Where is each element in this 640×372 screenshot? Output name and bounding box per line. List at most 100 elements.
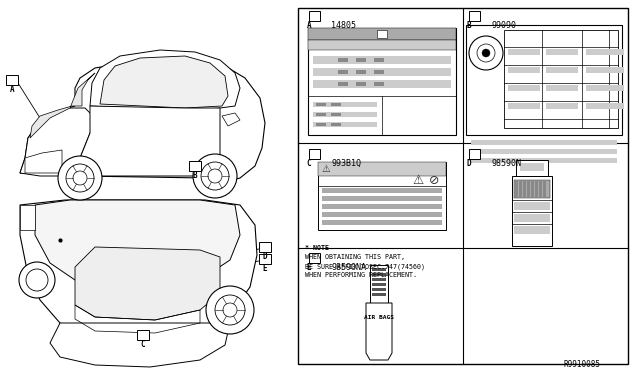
Text: ⚠: ⚠ xyxy=(412,173,424,186)
Bar xyxy=(308,28,456,135)
Bar xyxy=(372,278,386,281)
Bar xyxy=(372,268,386,271)
Bar xyxy=(308,28,456,40)
Bar xyxy=(318,162,446,230)
Text: B: B xyxy=(467,21,471,30)
Text: 14805: 14805 xyxy=(331,21,356,30)
Bar xyxy=(546,103,578,109)
Polygon shape xyxy=(100,56,228,108)
Bar xyxy=(322,188,442,193)
Bar xyxy=(546,67,578,73)
Bar xyxy=(523,180,526,198)
Bar xyxy=(309,253,320,263)
Bar xyxy=(543,180,546,198)
Bar xyxy=(527,180,530,198)
Bar xyxy=(514,202,550,210)
Bar xyxy=(331,123,341,126)
Bar xyxy=(368,330,390,335)
Polygon shape xyxy=(20,205,35,230)
Polygon shape xyxy=(222,113,240,126)
Bar xyxy=(309,149,320,159)
Polygon shape xyxy=(50,323,230,367)
Bar xyxy=(512,176,552,246)
Bar xyxy=(546,85,578,91)
Bar xyxy=(356,58,366,62)
Bar xyxy=(298,8,628,364)
Text: D: D xyxy=(467,159,471,168)
Bar xyxy=(471,140,617,145)
Bar xyxy=(313,102,377,107)
Bar xyxy=(372,288,386,291)
Bar xyxy=(370,265,388,303)
Polygon shape xyxy=(20,61,265,183)
Bar xyxy=(6,75,18,85)
Text: E: E xyxy=(307,263,311,272)
Bar xyxy=(374,82,384,86)
Text: 98590NA: 98590NA xyxy=(331,263,366,272)
Bar xyxy=(368,321,390,326)
Bar xyxy=(612,85,624,91)
Polygon shape xyxy=(90,50,240,111)
Bar xyxy=(586,103,618,109)
Bar xyxy=(322,196,442,201)
Text: 98590N: 98590N xyxy=(491,159,521,168)
Bar xyxy=(313,80,451,88)
Bar xyxy=(535,180,538,198)
Bar xyxy=(515,180,518,198)
Bar xyxy=(466,25,622,135)
Text: AIR BAGS: AIR BAGS xyxy=(364,315,394,320)
Bar xyxy=(313,112,377,117)
Text: E: E xyxy=(262,264,268,273)
Bar xyxy=(471,158,617,163)
Text: 99090: 99090 xyxy=(491,21,516,30)
Bar xyxy=(520,163,544,171)
Text: ⊘: ⊘ xyxy=(429,173,439,186)
Bar xyxy=(338,70,348,74)
Bar xyxy=(331,103,341,106)
Bar xyxy=(316,103,326,106)
Text: D: D xyxy=(262,252,268,261)
Bar xyxy=(377,30,387,38)
Bar xyxy=(586,49,618,55)
Polygon shape xyxy=(30,73,95,138)
Text: B: B xyxy=(193,171,197,180)
Bar xyxy=(612,49,624,55)
Bar xyxy=(322,204,442,209)
Bar xyxy=(356,70,366,74)
Bar xyxy=(137,330,149,340)
Bar xyxy=(316,123,326,126)
Bar xyxy=(313,122,377,127)
Text: R9910085: R9910085 xyxy=(563,360,600,369)
Polygon shape xyxy=(20,200,257,343)
Bar xyxy=(259,254,271,264)
Bar xyxy=(586,67,618,73)
Bar xyxy=(259,242,271,252)
Bar xyxy=(189,161,201,171)
Text: ⚠: ⚠ xyxy=(322,164,330,174)
Bar xyxy=(531,180,534,198)
Bar xyxy=(372,293,386,296)
Text: A: A xyxy=(10,85,14,94)
Bar xyxy=(471,149,617,154)
Text: C: C xyxy=(307,159,311,168)
Bar xyxy=(322,212,442,217)
Bar xyxy=(374,58,384,62)
Text: 993B1Q: 993B1Q xyxy=(331,159,361,168)
Polygon shape xyxy=(366,303,392,360)
Bar xyxy=(546,49,578,55)
Bar xyxy=(612,67,624,73)
Bar xyxy=(372,283,386,286)
Circle shape xyxy=(19,262,55,298)
Bar xyxy=(514,214,550,222)
Bar xyxy=(316,113,326,116)
Circle shape xyxy=(482,49,490,57)
Bar xyxy=(374,70,384,74)
Bar xyxy=(322,220,442,225)
Bar xyxy=(508,85,540,91)
Polygon shape xyxy=(80,106,220,176)
Text: WHEN PERFORMING REPLACEMENT.: WHEN PERFORMING REPLACEMENT. xyxy=(305,272,417,278)
Bar xyxy=(514,226,550,234)
Bar xyxy=(338,82,348,86)
Bar xyxy=(318,162,446,176)
Text: WHEN OBTAINING THIS PART,: WHEN OBTAINING THIS PART, xyxy=(305,254,405,260)
